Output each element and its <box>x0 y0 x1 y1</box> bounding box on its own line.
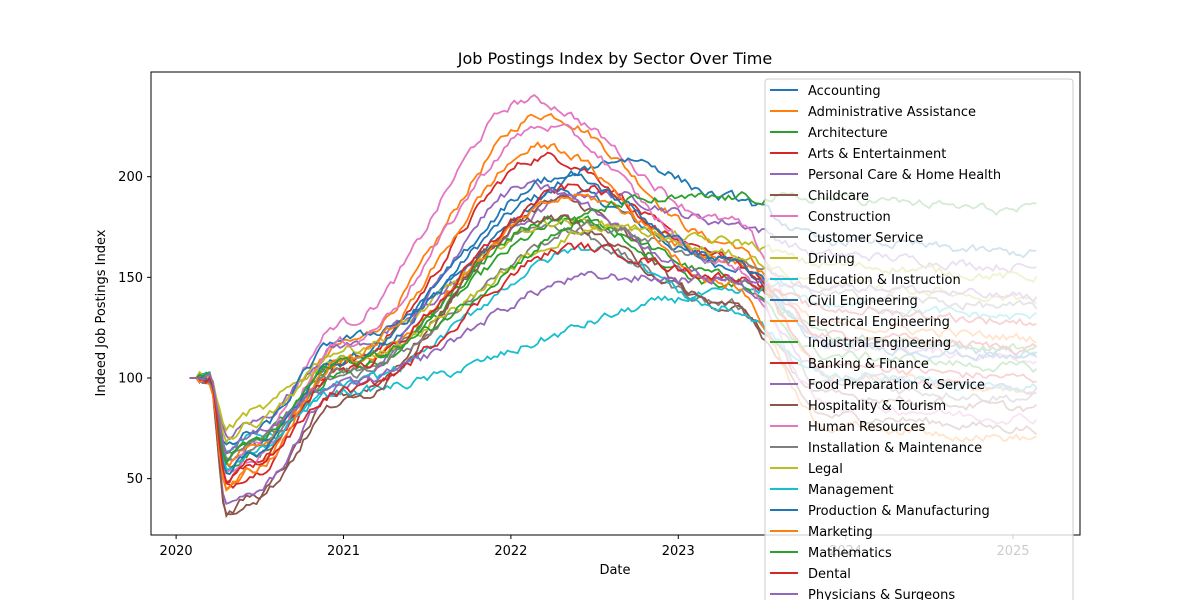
legend-label: Banking & Finance <box>808 357 929 372</box>
legend-label: Human Resources <box>808 420 926 435</box>
x-tick-label: 2021 <box>327 544 360 559</box>
legend-label: Accounting <box>808 84 881 99</box>
legend-label: Education & Instruction <box>808 273 961 288</box>
legend-label: Installation & Maintenance <box>808 441 982 456</box>
legend-label: Dental <box>808 567 851 582</box>
y-tick-label: 100 <box>118 371 143 386</box>
legend-label: Food Preparation & Service <box>808 378 985 393</box>
legend-label: Architecture <box>808 126 888 141</box>
y-tick-label: 50 <box>126 472 143 487</box>
y-axis: 50 100 150 200 <box>118 170 151 487</box>
x-axis-label: Date <box>599 563 630 578</box>
legend-label: Hospitality & Tourism <box>808 399 946 414</box>
y-axis-label: Indeed Job Postings Index <box>94 229 109 396</box>
x-tick-label: 2020 <box>160 544 193 559</box>
legend-label: Childcare <box>808 189 869 204</box>
plot-area-frame <box>150 71 1081 536</box>
y-tick-label: 200 <box>118 170 143 185</box>
legend-label: Management <box>808 483 894 498</box>
legend-box <box>764 78 1074 604</box>
legend-label: Mathematics <box>808 546 892 561</box>
legend-label: Arts & Entertainment <box>808 147 946 162</box>
legend-label: Industrial Engineering <box>808 336 951 351</box>
y-tick-label: 150 <box>118 271 143 286</box>
legend-label: Civil Engineering <box>808 294 918 309</box>
legend-label: Legal <box>808 462 843 477</box>
x-tick-label: 2022 <box>494 544 527 559</box>
legend-label: Driving <box>808 252 855 267</box>
x-tick-label: 2023 <box>662 544 695 559</box>
legend-label: Administrative Assistance <box>808 105 976 120</box>
legend-label: Customer Service <box>808 231 923 246</box>
legend-label: Production & Manufacturing <box>808 504 990 519</box>
legend-label: Electrical Engineering <box>808 315 950 330</box>
legend-label: Physicians & Surgeons <box>808 588 955 600</box>
legend-label: Marketing <box>808 525 873 540</box>
legend-label: Personal Care & Home Health <box>808 168 1001 183</box>
chart-title: Job Postings Index by Sector Over Time <box>457 49 772 68</box>
legend: Accounting Administrative Assistance Archi… <box>764 78 1074 604</box>
legend-label: Construction <box>808 210 891 225</box>
